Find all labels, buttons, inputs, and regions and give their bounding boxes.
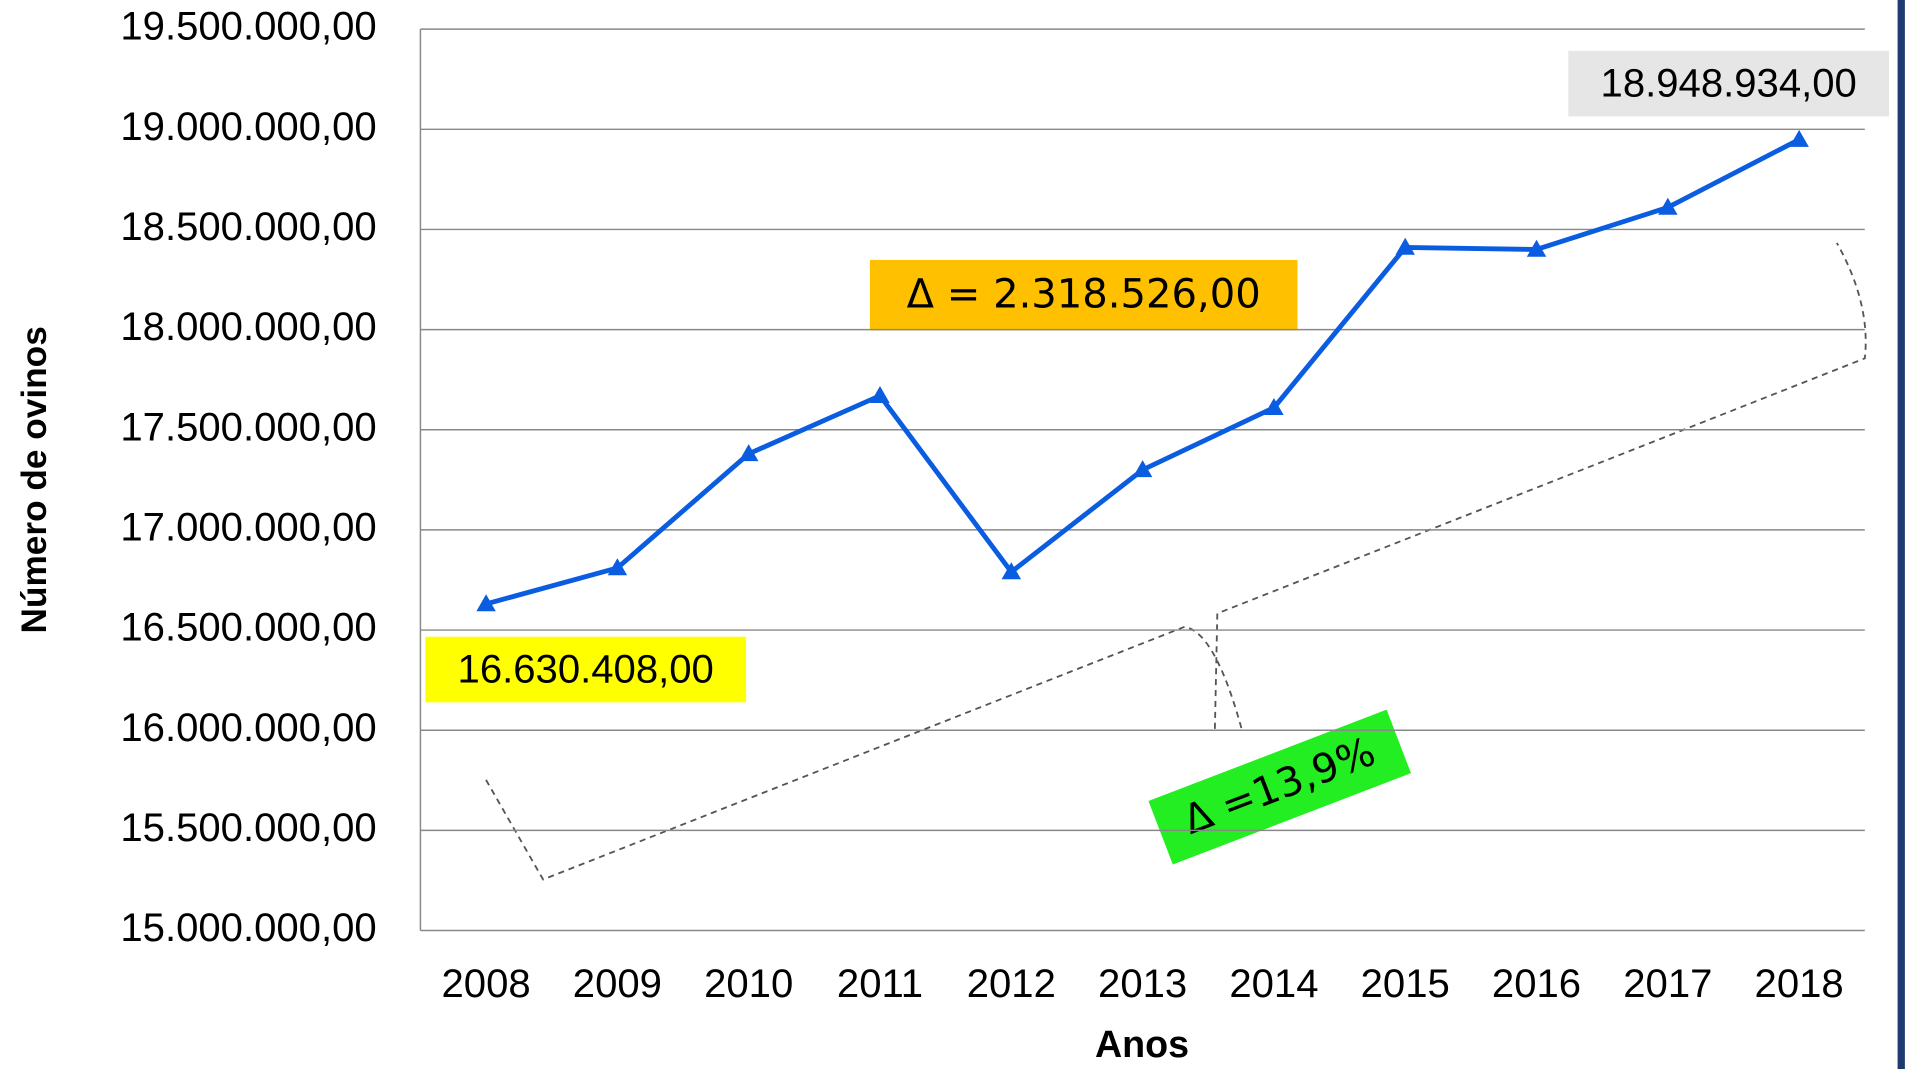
marker: [870, 385, 890, 403]
y-tick-label: 18.500.000,00: [120, 205, 376, 249]
y-axis-label: Número de ovinos: [15, 326, 54, 633]
x-tick-label: 2015: [1361, 962, 1450, 1006]
annotation: Δ = 2.318.526,00: [907, 271, 1261, 317]
y-tick-label: 16.500.000,00: [120, 606, 376, 650]
y-tick-label: 18.000.000,00: [120, 305, 376, 349]
x-tick-label: 2017: [1623, 962, 1712, 1006]
y-tick-label: 19.500.000,00: [120, 5, 376, 49]
x-tick-label: 2012: [967, 962, 1056, 1006]
brace: [485, 625, 1243, 881]
brace: [1213, 242, 1867, 729]
marker: [476, 594, 496, 612]
y-tick-label: 19.000.000,00: [120, 105, 376, 149]
x-tick-label: 2014: [1229, 962, 1318, 1006]
marker: [607, 558, 628, 576]
marker: [1132, 460, 1153, 478]
annotation-box: [1148, 709, 1411, 865]
marker: [738, 444, 759, 462]
x-tick-label: 2011: [837, 962, 923, 1006]
marker: [1789, 129, 1809, 147]
marker: [1526, 239, 1547, 257]
x-axis-label: Anos: [1095, 1023, 1189, 1065]
x-tick-label: 2009: [573, 962, 662, 1006]
marker: [1658, 197, 1678, 215]
x-tick-label: 2018: [1755, 962, 1844, 1006]
marker: [1395, 237, 1415, 255]
line: [485, 137, 1801, 607]
y-tick-label: 15.500.000,00: [120, 806, 376, 850]
y-tick-label: 16.000.000,00: [120, 706, 376, 750]
x-tick-label: 2016: [1492, 962, 1581, 1006]
edge-bar: [1897, 0, 1905, 1069]
data-label: 16.630.408,00: [458, 648, 714, 692]
data-label: 18.948.934,00: [1601, 62, 1857, 106]
x-tick-label: 2013: [1098, 962, 1187, 1006]
x-tick-label: 2008: [441, 962, 530, 1006]
annotation-box: [869, 259, 1298, 331]
y-tick-label: 17.000.000,00: [120, 506, 376, 550]
data-label-box: [1568, 50, 1890, 117]
data-label-box: [425, 636, 747, 703]
y-tick-label: 17.500.000,00: [120, 405, 376, 449]
marker: [1264, 398, 1284, 416]
y-tick-label: 15.000.000,00: [120, 906, 376, 950]
marker: [1001, 562, 1022, 580]
x-tick-label: 2010: [704, 962, 793, 1006]
